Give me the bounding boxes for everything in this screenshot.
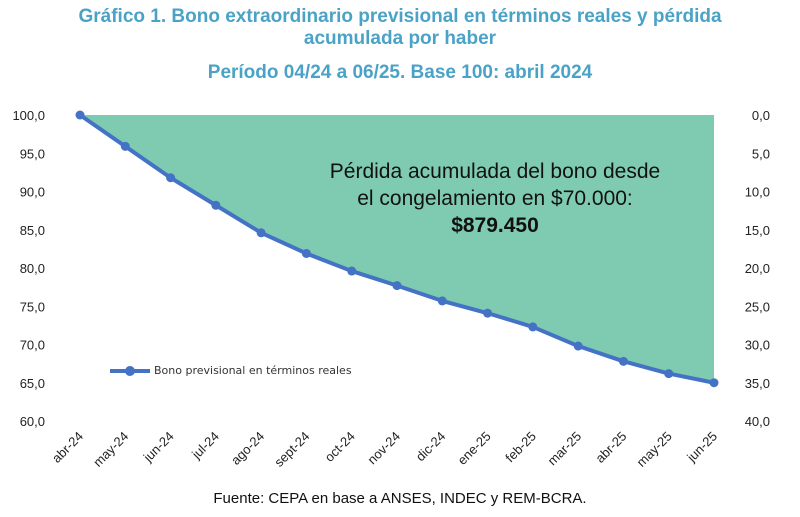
x-tick-label: ago-24 xyxy=(228,429,267,468)
data-point-may-24 xyxy=(120,141,130,151)
x-tick-label: sept-24 xyxy=(271,429,312,470)
right-tick-label: 40,0 xyxy=(745,414,770,429)
x-tick-label: jun-24 xyxy=(140,429,177,466)
x-tick-label: dic-24 xyxy=(413,429,449,465)
left-tick-label: 90,0 xyxy=(20,185,45,200)
data-point-dic-24 xyxy=(437,296,447,306)
legend-line-marker xyxy=(110,365,150,377)
loss-area xyxy=(80,115,714,383)
data-point-oct-24 xyxy=(347,266,357,276)
source-note: Fuente: CEPA en base a ANSES, INDEC y RE… xyxy=(213,490,587,507)
left-tick-label: 85,0 xyxy=(20,223,45,238)
data-point-jul-24 xyxy=(211,200,221,210)
data-point-may-25 xyxy=(664,369,674,379)
x-tick-label: may-25 xyxy=(634,429,675,470)
loss-annotation: Pérdida acumulada del bono desde el cong… xyxy=(270,158,720,239)
x-tick-label: may-24 xyxy=(90,429,131,470)
left-tick-label: 60,0 xyxy=(20,414,45,429)
data-point-abr-24 xyxy=(75,110,85,120)
x-tick-label: nov-24 xyxy=(364,429,403,468)
data-point-feb-25 xyxy=(528,322,538,332)
data-point-ene-25 xyxy=(483,308,493,318)
x-tick-label: jun-25 xyxy=(683,429,720,466)
legend-label: Bono previsional en términos reales xyxy=(154,364,352,377)
left-tick-label: 70,0 xyxy=(20,338,45,353)
annotation-line1: Pérdida acumulada del bono desde xyxy=(329,160,661,183)
chart-title-line1: Gráfico 1. Bono extraordinario prevision… xyxy=(78,6,722,27)
data-point-ago-24 xyxy=(256,228,266,238)
x-tick-label: abr-25 xyxy=(592,429,629,466)
x-tick-label: ene-25 xyxy=(454,429,493,468)
chart-svg: 100,0 95,0 90,0 85,0 80,0 75,0 70,0 65,0 60,0 0,… xyxy=(12,108,770,470)
right-tick-label: 5,0 xyxy=(752,146,770,161)
annotation-amount: $879.450 xyxy=(451,214,539,237)
data-point-mar-25 xyxy=(573,341,583,351)
annotation-line2: el congelamiento en $70.000: xyxy=(357,187,633,210)
data-point-nov-24 xyxy=(392,281,402,291)
x-tick-label: jul-24 xyxy=(188,429,222,463)
chart-title-line2: acumulada por haber xyxy=(303,28,497,49)
left-tick-label: 80,0 xyxy=(20,261,45,276)
x-tick-label: oct-24 xyxy=(322,429,358,465)
data-point-jun-25 xyxy=(709,378,719,388)
left-tick-label: 65,0 xyxy=(20,376,45,391)
left-tick-label: 75,0 xyxy=(20,299,45,314)
right-tick-label: 30,0 xyxy=(745,338,770,353)
right-tick-label: 25,0 xyxy=(745,299,770,314)
left-tick-label: 100,0 xyxy=(12,108,45,123)
right-tick-label: 10,0 xyxy=(745,185,770,200)
chart-legend: Bono previsional en términos reales xyxy=(110,364,352,377)
data-point-sept-24 xyxy=(301,248,311,258)
x-tick-label: mar-25 xyxy=(545,429,585,469)
data-point-jun-24 xyxy=(166,173,176,183)
right-tick-label: 35,0 xyxy=(745,376,770,391)
right-tick-label: 0,0 xyxy=(752,108,770,123)
data-point-abr-25 xyxy=(618,356,628,366)
x-tick-label: abr-24 xyxy=(49,429,86,466)
x-tick-label: feb-25 xyxy=(502,429,539,466)
chart-subtitle: Período 04/24 a 06/25. Base 100: abril 2… xyxy=(207,62,593,83)
left-tick-label: 95,0 xyxy=(20,146,45,161)
right-tick-label: 20,0 xyxy=(745,261,770,276)
right-tick-label: 15,0 xyxy=(745,223,770,238)
